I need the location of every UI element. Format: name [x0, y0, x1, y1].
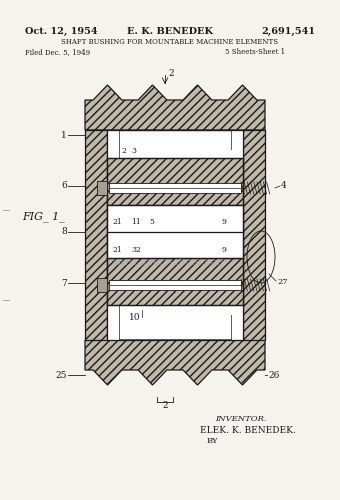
- Text: 8: 8: [61, 228, 67, 236]
- Text: 9: 9: [221, 246, 226, 254]
- Text: Filed Dec. 5, 1949: Filed Dec. 5, 1949: [25, 48, 90, 56]
- Text: ELEK. K. BENEDEK.: ELEK. K. BENEDEK.: [200, 426, 296, 435]
- Bar: [97, 278, 107, 292]
- Text: 5 Sheets-Sheet 1: 5 Sheets-Sheet 1: [225, 48, 285, 56]
- Text: 2: 2: [121, 147, 126, 155]
- Text: 26: 26: [268, 370, 279, 380]
- Bar: [107, 130, 243, 340]
- Text: 27: 27: [277, 278, 288, 286]
- Bar: [107, 130, 119, 158]
- Text: 10: 10: [129, 312, 140, 322]
- Text: Oct. 12, 1954: Oct. 12, 1954: [25, 27, 98, 36]
- Bar: [231, 150, 243, 315]
- Text: 25: 25: [55, 370, 67, 380]
- Bar: [107, 258, 243, 305]
- Text: www.gears-china.com: www.gears-china.com: [113, 257, 227, 267]
- Polygon shape: [85, 340, 265, 385]
- Text: 3: 3: [131, 147, 136, 155]
- Text: INVENTOR.: INVENTOR.: [215, 415, 267, 423]
- Text: 2: 2: [168, 68, 174, 78]
- Text: 9: 9: [221, 218, 226, 226]
- Bar: [109, 280, 241, 290]
- Bar: [107, 305, 119, 340]
- Bar: [231, 305, 243, 340]
- Text: SHAFT BUSHING FOR MOUNTABLE MACHINE ELEMENTS: SHAFT BUSHING FOR MOUNTABLE MACHINE ELEM…: [62, 38, 278, 46]
- Text: 7: 7: [61, 278, 67, 287]
- Text: 5: 5: [149, 218, 154, 226]
- Polygon shape: [85, 85, 265, 130]
- Bar: [243, 130, 265, 340]
- Text: 6: 6: [61, 182, 67, 190]
- Bar: [107, 158, 243, 205]
- Text: 2,691,541: 2,691,541: [261, 27, 315, 36]
- Text: 32: 32: [131, 246, 141, 254]
- Bar: [107, 205, 243, 258]
- Text: FIG_ 1_: FIG_ 1_: [22, 212, 65, 222]
- Text: 1: 1: [61, 130, 67, 140]
- Bar: [85, 130, 107, 340]
- Bar: [231, 130, 243, 158]
- Text: BY: BY: [207, 437, 219, 445]
- Text: 21: 21: [112, 246, 122, 254]
- Text: 11: 11: [131, 218, 141, 226]
- Bar: [109, 183, 241, 193]
- Bar: [97, 181, 107, 195]
- Text: E. K. BENEDEK: E. K. BENEDEK: [127, 27, 213, 36]
- Text: 21: 21: [112, 218, 122, 226]
- Text: 4: 4: [281, 182, 287, 190]
- Bar: [107, 150, 119, 315]
- Text: 2: 2: [162, 400, 168, 409]
